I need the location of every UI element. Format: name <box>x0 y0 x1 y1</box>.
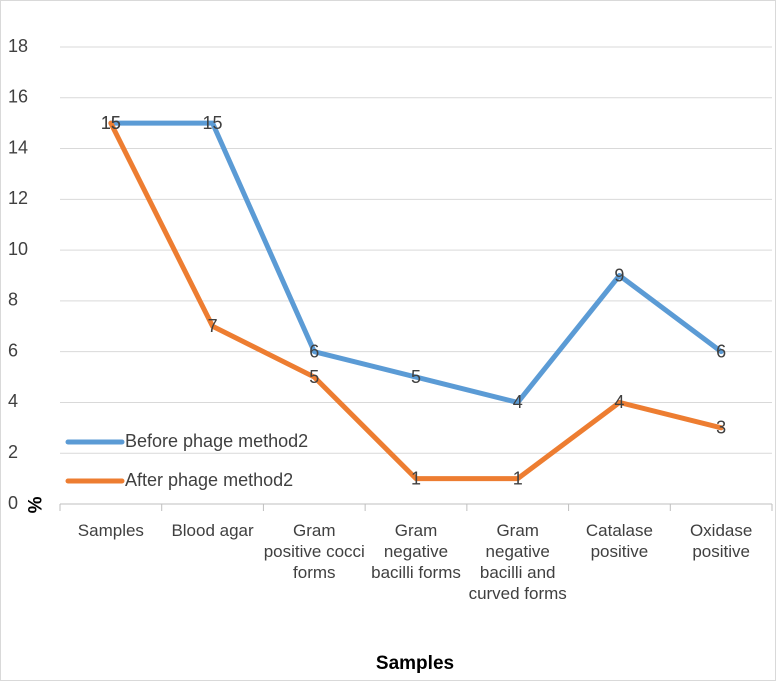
x-tick-label: Gram negative bacilli forms <box>371 521 461 582</box>
data-label: 4 <box>513 392 523 412</box>
y-tick-label: 4 <box>8 391 18 411</box>
x-tick-label-box: Samples <box>77 521 144 540</box>
data-label: 5 <box>309 367 319 387</box>
y-tick-label: 0 <box>8 493 18 513</box>
x-tick-label: Gram positive cocci forms <box>263 521 365 582</box>
y-tick-label: 16 <box>8 87 28 107</box>
y-tick-label: 6 <box>8 340 18 360</box>
x-tick-label-box: Blood agar <box>171 521 254 540</box>
data-label: 7 <box>208 316 218 336</box>
y-axis-title: % <box>23 497 44 514</box>
x-tick-label: Samples <box>77 521 144 540</box>
x-tick-label: Gram negative bacilli and curved forms <box>468 521 567 603</box>
legend-label: Before phage method2 <box>125 431 308 451</box>
x-axis-title: Samples <box>376 653 454 674</box>
x-tick-label-box: Gram negative bacilli and curved forms <box>468 521 567 603</box>
data-label: 6 <box>716 341 726 361</box>
x-tick-label: Catalase positive <box>585 521 653 561</box>
y-tick-label: 12 <box>8 188 28 208</box>
y-tick-label: 14 <box>8 137 28 157</box>
data-label: 9 <box>614 265 624 285</box>
data-label: 15 <box>101 113 121 133</box>
y-tick-label: 10 <box>8 239 28 259</box>
x-tick-label-box: Catalase positive <box>585 521 653 561</box>
x-tick-label-box: Gram negative bacilli forms <box>371 521 461 582</box>
x-tick-label: Blood agar <box>171 521 254 540</box>
data-label: 3 <box>716 418 726 438</box>
data-label: 6 <box>309 341 319 361</box>
legend-label: After phage method2 <box>125 470 293 490</box>
data-label: 15 <box>101 113 121 133</box>
data-label: 1 <box>411 468 421 488</box>
x-tick-label-box: Oxidase positive <box>689 521 753 561</box>
data-label: 15 <box>203 113 223 133</box>
y-tick-label: 2 <box>8 442 18 462</box>
line <box>108 120 724 482</box>
x-tick-label: Oxidase positive <box>689 521 753 561</box>
data-label: 4 <box>614 392 624 412</box>
x-tick-label-box: Gram positive cocci forms <box>263 521 365 582</box>
y-tick-label: 8 <box>8 290 18 310</box>
data-label: 1 <box>513 468 523 488</box>
y-tick-label: 18 <box>8 36 28 56</box>
line <box>108 120 724 405</box>
data-label: 5 <box>411 367 421 387</box>
